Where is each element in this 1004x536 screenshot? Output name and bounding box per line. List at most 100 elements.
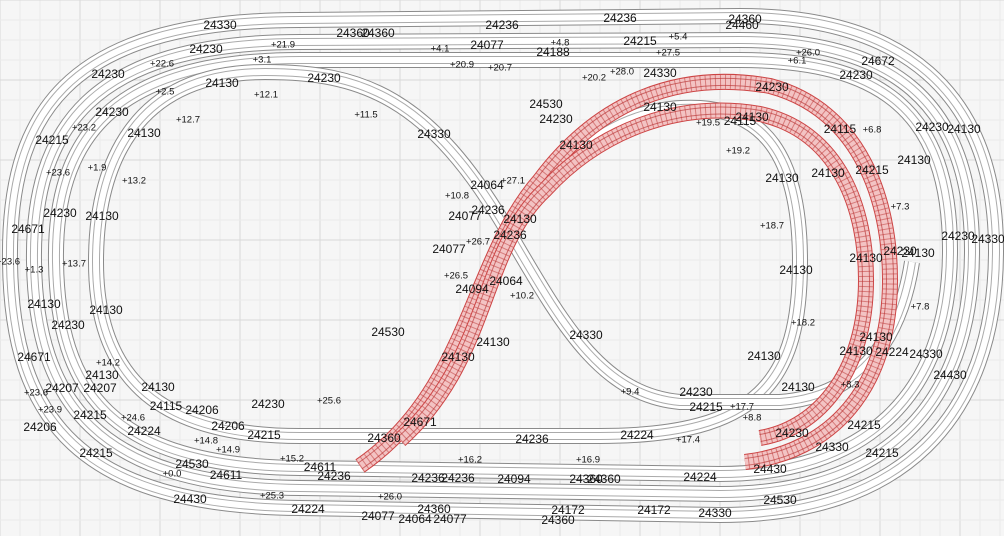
track-label: 24115 [824, 122, 857, 136]
track-label: 24130 [85, 368, 119, 382]
track-label: 24330 [643, 66, 677, 80]
track-label: 24230 [51, 318, 85, 332]
height-label: +23.9 [38, 405, 62, 416]
track-label: 24215 [247, 428, 281, 442]
track-label: 24230 [251, 397, 285, 411]
track-label: 24130 [27, 297, 61, 311]
height-label: +19.2 [726, 146, 750, 157]
track-label: 24530 [529, 97, 563, 111]
height-label: +25.3 [260, 491, 284, 502]
track-label: 24130 [205, 76, 239, 90]
track-label: 24094 [455, 282, 489, 296]
track-label: 24530 [763, 493, 797, 507]
height-label: +8.3 [841, 380, 860, 391]
track-label: 24130 [811, 166, 845, 180]
height-label: +14.2 [96, 358, 120, 369]
track-label: 24130 [765, 171, 799, 185]
track-label: 24611 [304, 460, 337, 474]
height-label: +21.9 [271, 40, 295, 51]
track-label: 24330 [909, 347, 943, 361]
track-label: 24230 [539, 112, 573, 126]
height-label: +12.1 [254, 90, 278, 101]
height-label: +12.7 [176, 115, 200, 126]
height-label: +27.1 [501, 176, 525, 187]
height-label: +11.5 [354, 110, 377, 121]
track-label: 24330 [203, 18, 237, 32]
height-label: +14.9 [216, 445, 240, 456]
height-label: +26.7 [466, 237, 490, 248]
track-label: 24230 [775, 426, 809, 440]
track-label: 24207 [83, 381, 117, 395]
track-label: 24672 [861, 54, 895, 68]
track-label: 24430 [753, 462, 787, 476]
height-label: +4.8 [551, 38, 570, 49]
track-label: 24224 [875, 345, 909, 359]
track-label: 24077 [470, 38, 504, 52]
track-label: 24360 [336, 26, 370, 40]
track-label: 24230 [95, 105, 129, 119]
height-label: +1.3 [25, 265, 44, 276]
track-label: 24215 [689, 400, 723, 414]
track-label: 24330 [971, 232, 1004, 246]
track-label: 24236 [485, 18, 519, 32]
track-label: 24215 [73, 408, 107, 422]
track-label: 24224 [291, 502, 325, 516]
track-rail [30, 36, 976, 498]
track-label: 24130 [476, 335, 510, 349]
track-label: 24230 [755, 80, 789, 94]
track-label: 24130 [859, 330, 893, 344]
height-label: +3.1 [253, 55, 272, 66]
height-label: +1.9 [88, 163, 107, 174]
height-label: +2.5 [156, 87, 175, 98]
height-label: +20.7 [488, 63, 512, 74]
tracks [1, 7, 1004, 524]
height-label: +26.0 [796, 48, 820, 59]
track-label: 24215 [79, 446, 113, 460]
track-label: 24115 [724, 114, 757, 128]
track-label: 24671 [11, 222, 45, 236]
track-label: 24215 [855, 163, 889, 177]
height-label: +23.6 [0, 257, 20, 268]
height-label: +6.8 [863, 125, 882, 136]
track-label: 24130 [503, 212, 537, 226]
height-label: +16.2 [458, 455, 482, 466]
height-label: +22.6 [150, 59, 174, 70]
track-label: 24671 [403, 415, 437, 429]
track-label: 24360 [569, 472, 603, 486]
height-label: +25.6 [317, 396, 341, 407]
height-label: +18.2 [791, 318, 815, 329]
track-label: 24215 [623, 34, 657, 48]
height-label: +19.5 [696, 118, 720, 129]
track-label: 24130 [839, 344, 873, 358]
track-label: 24172 [637, 503, 671, 517]
track-label: 24077 [448, 209, 482, 223]
track-label: 24230 [915, 120, 949, 134]
height-label: +27.5 [656, 48, 680, 59]
track-label: 24130 [89, 303, 123, 317]
height-label: +23.6 [24, 388, 48, 399]
track-label: 24230 [883, 244, 917, 258]
height-label: +13.2 [122, 176, 146, 187]
height-label: +10.8 [445, 191, 469, 202]
track-label: 24236 [603, 11, 637, 25]
track-label: 24215 [35, 133, 69, 147]
track-label: 24064 [398, 512, 432, 526]
track-label: 24224 [620, 428, 654, 442]
height-label: +28.0 [610, 67, 634, 78]
height-label: +17.4 [676, 435, 700, 446]
track-label: 24330 [698, 506, 732, 520]
track-label: 24230 [941, 229, 975, 243]
track-label: 24360 [587, 472, 621, 486]
height-label: +14.8 [194, 436, 218, 447]
track-label: 24215 [865, 446, 899, 460]
track-label: 24230 [43, 206, 77, 220]
track-label: 24130 [779, 263, 813, 277]
height-label: +20.2 [582, 73, 606, 84]
track-label: 24207 [45, 381, 79, 395]
track-label: 24130 [947, 122, 981, 136]
height-label: +7.8 [911, 302, 930, 313]
track-label: 24188 [536, 45, 570, 59]
track-label: 24360 [541, 513, 575, 527]
